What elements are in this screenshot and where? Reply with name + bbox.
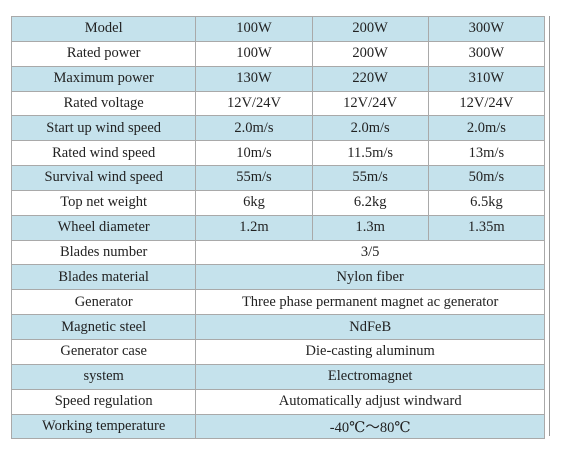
row-label-cell: Wheel diameter bbox=[10, 214, 197, 241]
row-label-cell: Rated voltage bbox=[10, 90, 197, 117]
table-header-row: Model 100W 200W 300W bbox=[10, 16, 546, 42]
table-row: Wheel diameter 1.2m 1.3m 1.35m bbox=[10, 214, 546, 241]
table-row: Survival wind speed 55m/s 55m/s 50m/s bbox=[10, 165, 546, 191]
row-label-cell: Blades number bbox=[10, 239, 197, 266]
row-value-cell: 13m/s bbox=[427, 140, 546, 167]
row-value-cell: 2.0m/s bbox=[311, 115, 429, 142]
table-row: Top net weight 6kg 6.2kg 6.5kg bbox=[10, 189, 546, 216]
row-value-cell: 2.0m/s bbox=[195, 115, 313, 142]
row-value-cell: 1.3m bbox=[311, 214, 429, 241]
row-shared-value-cell: Die-casting aluminum bbox=[195, 338, 545, 365]
row-value-cell: 130W bbox=[195, 65, 313, 92]
table-row: Rated wind speed 10m/s 11.5m/s 13m/s bbox=[10, 140, 546, 167]
table-row: Blades material Nylon fiber bbox=[10, 264, 545, 291]
table-outer-edge-line bbox=[549, 16, 550, 436]
row-value-cell: 12V/24V bbox=[311, 90, 429, 117]
table-row: Speed regulation Automatically adjust wi… bbox=[10, 388, 545, 415]
table-row: Generator case Die-casting aluminum bbox=[10, 338, 545, 365]
header-label-cell: Model bbox=[10, 16, 197, 42]
row-label-cell: Survival wind speed bbox=[10, 165, 197, 191]
row-value-cell: 6.5kg bbox=[427, 189, 546, 216]
row-value-cell: 11.5m/s bbox=[311, 140, 429, 167]
row-value-cell: 300W bbox=[427, 40, 546, 67]
row-label-cell: Top net weight bbox=[10, 189, 197, 216]
table-row: Generator Three phase permanent magnet a… bbox=[10, 289, 545, 316]
row-value-cell: 6.2kg bbox=[311, 189, 429, 216]
table-row: Start up wind speed 2.0m/s 2.0m/s 2.0m/s bbox=[10, 115, 546, 142]
table-row: Working temperature -40℃～80℃ bbox=[10, 413, 545, 440]
row-value-cell: 220W bbox=[311, 65, 429, 92]
table-row: Maximum power 130W 220W 310W bbox=[10, 65, 546, 92]
row-value-cell: 55m/s bbox=[195, 165, 313, 191]
table-row: system Electromagnet bbox=[10, 363, 545, 390]
table-row: Blades number 3/5 bbox=[10, 239, 545, 266]
row-value-cell: 6kg bbox=[195, 189, 313, 216]
row-label-cell: Start up wind speed bbox=[10, 115, 197, 142]
row-shared-value-cell: Nylon fiber bbox=[195, 264, 545, 291]
row-shared-value-cell: Electromagnet bbox=[195, 363, 545, 390]
table-row: Rated voltage 12V/24V 12V/24V 12V/24V bbox=[10, 90, 546, 117]
row-label-cell: Rated power bbox=[10, 40, 197, 67]
row-shared-value-cell: Three phase permanent magnet ac generato… bbox=[195, 289, 545, 316]
row-label-cell: Generator bbox=[10, 289, 197, 316]
table-row: Rated power 100W 200W 300W bbox=[10, 40, 546, 67]
row-label-cell: Generator case bbox=[10, 338, 197, 365]
row-value-cell: 200W bbox=[311, 40, 429, 67]
row-value-cell: 55m/s bbox=[311, 165, 429, 191]
row-value-cell: 310W bbox=[427, 65, 546, 92]
spec-table: Model 100W 200W 300W Rated power 100W 20… bbox=[10, 16, 546, 440]
row-label-cell: Blades material bbox=[10, 264, 197, 291]
row-value-cell: 100W bbox=[195, 40, 313, 67]
row-label-cell: Maximum power bbox=[10, 65, 197, 92]
row-label-cell: Magnetic steel bbox=[10, 314, 197, 340]
row-shared-value-cell: Automatically adjust windward bbox=[195, 388, 545, 415]
row-value-cell: 2.0m/s bbox=[427, 115, 546, 142]
row-shared-value-cell: NdFeB bbox=[195, 314, 545, 340]
row-value-cell: 12V/24V bbox=[195, 90, 313, 117]
header-model-cell: 300W bbox=[427, 16, 546, 42]
row-value-cell: 1.2m bbox=[195, 214, 313, 241]
table-row: Magnetic steel NdFeB bbox=[10, 314, 545, 340]
row-label-cell: Speed regulation bbox=[10, 388, 197, 415]
row-value-cell: 1.35m bbox=[427, 214, 546, 241]
row-label-cell: system bbox=[10, 363, 197, 390]
row-value-cell: 10m/s bbox=[195, 140, 313, 167]
row-shared-value-cell: 3/5 bbox=[195, 239, 545, 266]
row-value-cell: 50m/s bbox=[427, 165, 546, 191]
row-label-cell: Working temperature bbox=[10, 413, 197, 440]
header-model-cell: 200W bbox=[311, 16, 429, 42]
row-shared-value-cell: -40℃～80℃ bbox=[195, 413, 545, 440]
row-value-cell: 12V/24V bbox=[427, 90, 546, 117]
row-label-cell: Rated wind speed bbox=[10, 140, 197, 167]
header-model-cell: 100W bbox=[195, 16, 313, 42]
